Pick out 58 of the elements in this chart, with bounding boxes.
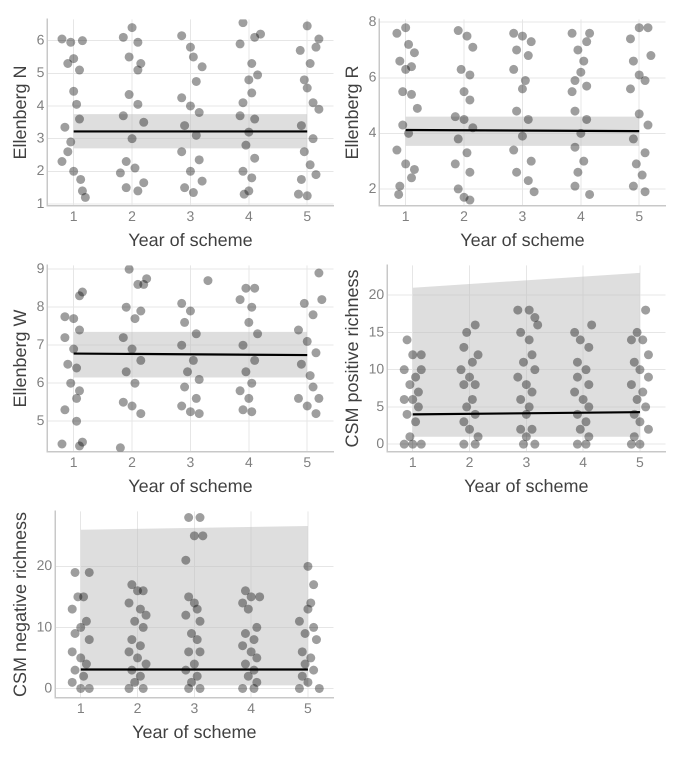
y-tick-label: 3 — [36, 129, 45, 146]
y-axis-title: Ellenberg R — [342, 65, 362, 160]
x-tick-label: 1 — [70, 208, 78, 224]
x-tick-label: 3 — [186, 208, 195, 224]
x-axis-title: Year of scheme — [464, 476, 589, 496]
x-tick-label: 3 — [522, 454, 530, 470]
x-tick-label: 5 — [636, 454, 644, 470]
y-tick-label: 0 — [376, 435, 384, 452]
y-tick-label: 4 — [36, 96, 45, 113]
y-axis-title: CSM negative richness — [10, 512, 30, 698]
x-tick-label: 4 — [579, 454, 588, 470]
y-tick-label: 20 — [368, 286, 384, 302]
y-tick-label: 7 — [36, 336, 45, 352]
x-tick-label: 4 — [576, 208, 585, 224]
x-tick-label: 5 — [304, 700, 312, 716]
y-tick-label: 6 — [36, 31, 45, 48]
y-tick-label: 8 — [36, 298, 45, 314]
x-tick-label: 2 — [466, 454, 474, 470]
y-tick-label: 6 — [36, 374, 45, 390]
y-tick-label: 20 — [36, 557, 52, 574]
y-tick-label: 10 — [368, 360, 384, 377]
x-tick-label: 1 — [70, 454, 78, 470]
x-tick-label: 5 — [635, 208, 644, 224]
y-tick-label: 9 — [36, 260, 45, 276]
y-tick-label: 6 — [368, 68, 377, 85]
x-axis-title: Year of scheme — [460, 230, 585, 250]
y-tick-label: 5 — [36, 64, 45, 80]
y-tick-label: 2 — [368, 180, 377, 196]
x-tick-label: 2 — [128, 208, 136, 224]
x-tick-label: 4 — [244, 208, 253, 224]
y-axis-title: CSM positive richness — [342, 269, 362, 448]
x-axis-title: Year of scheme — [132, 722, 257, 742]
y-tick-label: 15 — [368, 323, 384, 340]
x-tick-label: 5 — [303, 454, 312, 470]
y-tick-label: 2 — [36, 162, 45, 178]
x-tick-label: 3 — [186, 454, 195, 470]
x-tick-label: 2 — [134, 700, 142, 716]
y-tick-label: 0 — [44, 679, 52, 696]
x-axis-title: Year of scheme — [128, 476, 253, 496]
x-tick-label: 1 — [76, 700, 85, 716]
x-tick-label: 1 — [402, 208, 410, 224]
y-tick-label: 8 — [368, 13, 377, 30]
x-tick-label: 4 — [244, 454, 253, 470]
y-axis-title: Ellenberg W — [10, 309, 30, 408]
x-tick-label: 2 — [460, 208, 468, 224]
y-tick-label: 5 — [376, 398, 384, 414]
x-tick-label: 5 — [303, 208, 312, 224]
x-tick-label: 3 — [190, 700, 198, 716]
y-tick-label: 10 — [36, 618, 52, 634]
x-tick-label: 1 — [408, 454, 417, 470]
x-tick-label: 2 — [128, 454, 136, 470]
y-axis-title: Ellenberg N — [10, 65, 30, 160]
y-tick-label: 1 — [36, 194, 45, 211]
y-tick-label: 4 — [368, 124, 377, 140]
x-tick-label: 4 — [247, 700, 256, 716]
x-axis-title: Year of scheme — [128, 230, 253, 250]
y-tick-label: 5 — [36, 412, 45, 428]
x-tick-label: 3 — [518, 208, 527, 224]
